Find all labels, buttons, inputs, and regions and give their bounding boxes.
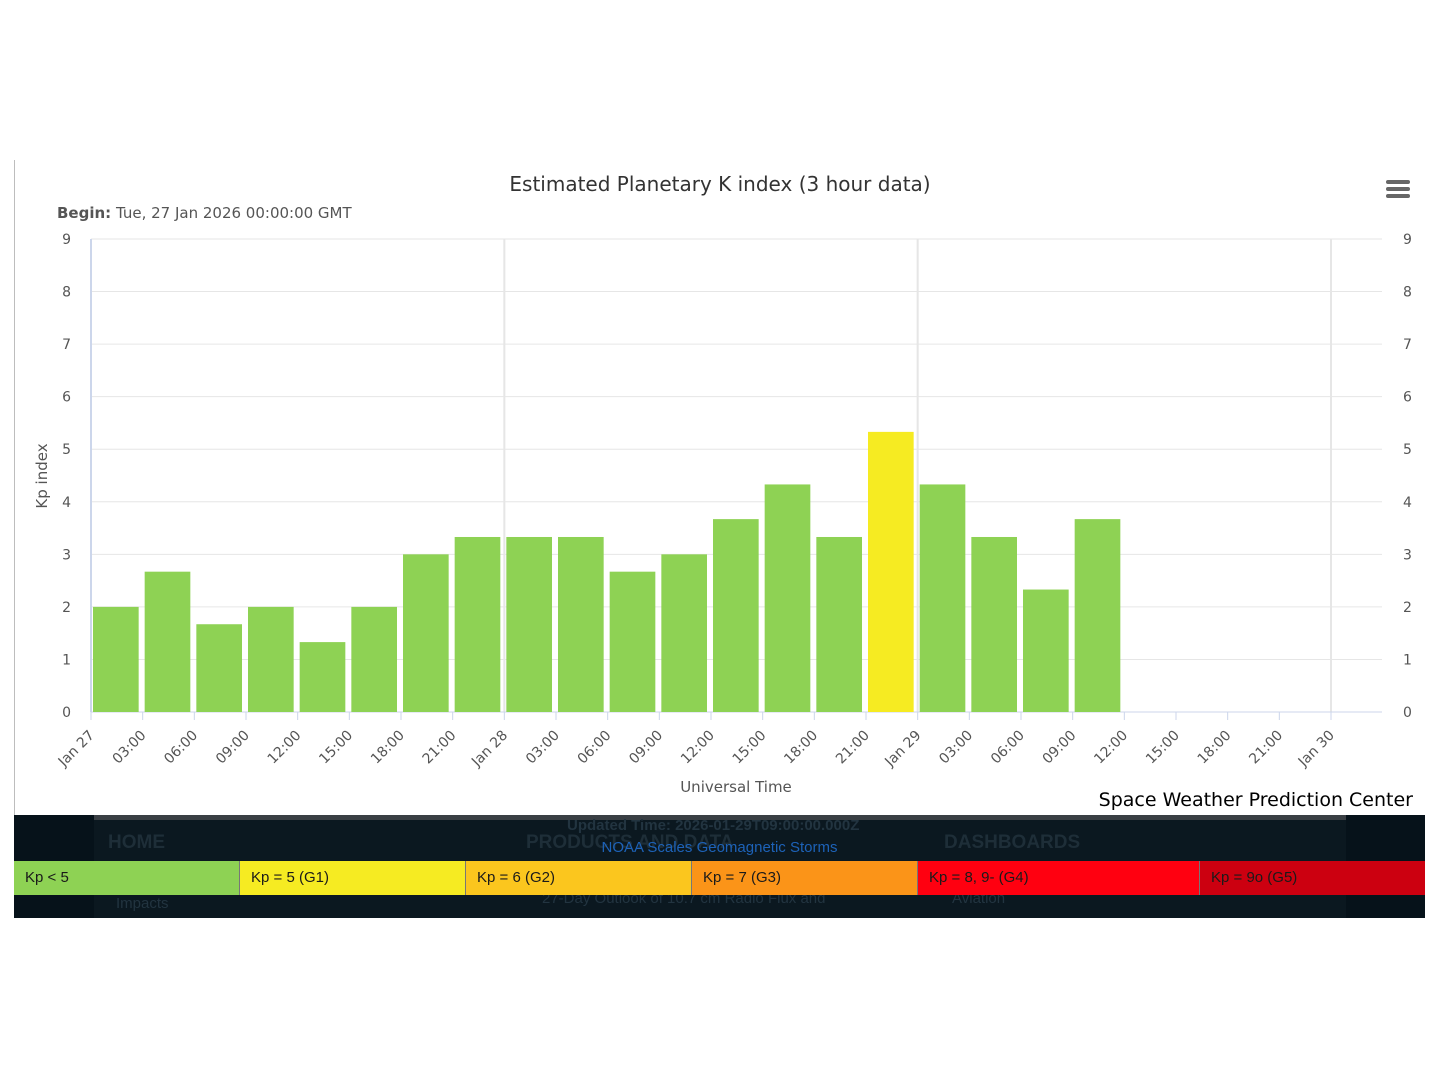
x-tick-label-15: 21:00 bbox=[833, 728, 873, 768]
x-tick-label-4: 12:00 bbox=[265, 728, 305, 768]
y-tick-right-7: 7 bbox=[1403, 337, 1412, 353]
y-tick-left-5: 5 bbox=[62, 442, 71, 458]
x-tick-label-14: 18:00 bbox=[781, 728, 821, 768]
kp-bar-9[interactable] bbox=[558, 536, 604, 712]
x-axis-ticks: Jan 27 03:00 06:00 09:00 12:00 15:00 18:00 21:0… bbox=[55, 712, 1338, 771]
chart-frame-edge bbox=[14, 160, 15, 815]
panel-top-border bbox=[94, 815, 1346, 820]
y-tick-left-2: 2 bbox=[62, 600, 71, 616]
kp-bar-13[interactable] bbox=[764, 484, 811, 712]
x-tick-label-6: 18:00 bbox=[368, 728, 408, 768]
y-tick-right-4: 4 bbox=[1403, 495, 1412, 511]
scale-item-0: Kp < 5 bbox=[14, 861, 240, 895]
kp-bar-15[interactable] bbox=[868, 431, 914, 712]
kp-bar-11[interactable] bbox=[661, 554, 707, 712]
y-tick-right-8: 8 bbox=[1403, 285, 1412, 301]
hamburger-menu-icon[interactable] bbox=[1386, 180, 1410, 200]
chart-title: Estimated Planetary K index (3 hour data… bbox=[509, 172, 930, 196]
kp-bar-17[interactable] bbox=[971, 536, 1017, 712]
kp-bar-0[interactable] bbox=[93, 606, 139, 712]
x-tick-label-19: 09:00 bbox=[1040, 728, 1080, 768]
nav-item-impacts[interactable]: Impacts bbox=[116, 895, 169, 912]
y-axis-label: Kp index bbox=[33, 443, 51, 508]
y-axis-right-ticks: 0 1 2 3 4 5 6 7 8 9 bbox=[1403, 232, 1412, 721]
y-tick-right-0: 0 bbox=[1403, 705, 1412, 721]
storm-scale-legend: Kp < 5 Kp = 5 (G1) Kp = 6 (G2) Kp = 7 (G3) K… bbox=[14, 861, 1425, 895]
x-tick-label-8: Jan 28 bbox=[468, 728, 511, 771]
x-tick-label-13: 15:00 bbox=[730, 728, 770, 768]
y-tick-right-1: 1 bbox=[1403, 652, 1412, 668]
scale-item-5: Kp = 9o (G5) bbox=[1200, 861, 1425, 895]
y-tick-left-8: 8 bbox=[62, 285, 71, 301]
y-tick-right-6: 6 bbox=[1403, 390, 1412, 406]
kp-bar-18[interactable] bbox=[1023, 589, 1069, 712]
y-axis-left-ticks: 0 1 2 3 4 5 6 7 8 9 bbox=[62, 232, 71, 721]
bar-series bbox=[93, 431, 1121, 712]
y-tick-left-7: 7 bbox=[62, 337, 71, 353]
subtitle-value: Tue, 27 Jan 2026 00:00:00 GMT bbox=[115, 204, 353, 222]
x-tick-label-12: 12:00 bbox=[678, 728, 718, 768]
x-tick-label-2: 06:00 bbox=[161, 728, 201, 768]
y-tick-left-4: 4 bbox=[62, 495, 71, 511]
y-tick-right-3: 3 bbox=[1403, 547, 1412, 563]
kp-bar-19[interactable] bbox=[1074, 519, 1121, 712]
nav-home[interactable]: HOME bbox=[108, 832, 165, 853]
kp-bar-10[interactable] bbox=[609, 571, 656, 712]
x-tick-label-16: Jan 29 bbox=[881, 728, 924, 771]
x-tick-label-9: 03:00 bbox=[523, 728, 563, 768]
x-tick-label-11: 09:00 bbox=[626, 728, 666, 768]
nav-products[interactable]: PRODUCTS AND DATA bbox=[526, 832, 734, 853]
x-tick-label-7: 21:00 bbox=[420, 728, 460, 768]
kp-bar-16[interactable] bbox=[919, 484, 966, 712]
scale-item-3: Kp = 7 (G3) bbox=[692, 861, 918, 895]
kp-bar-6[interactable] bbox=[403, 554, 449, 712]
x-tick-label-0: Jan 27 bbox=[55, 728, 98, 771]
x-tick-label-1: 03:00 bbox=[110, 728, 150, 768]
y-tick-right-9: 9 bbox=[1403, 232, 1412, 248]
kp-bar-4[interactable] bbox=[299, 642, 346, 712]
x-axis-label: Universal Time bbox=[680, 778, 792, 796]
y-tick-left-9: 9 bbox=[62, 232, 71, 248]
kp-bar-7[interactable] bbox=[454, 536, 501, 712]
grid-lines bbox=[90, 238, 1382, 713]
nav-dashboards[interactable]: DASHBOARDS bbox=[944, 832, 1081, 853]
x-tick-label-3: 09:00 bbox=[213, 728, 253, 768]
y-tick-left-6: 6 bbox=[62, 390, 71, 406]
y-tick-left-0: 0 bbox=[62, 705, 71, 721]
scale-item-1: Kp = 5 (G1) bbox=[240, 861, 466, 895]
scale-item-2: Kp = 6 (G2) bbox=[466, 861, 692, 895]
y-tick-left-1: 1 bbox=[62, 652, 71, 668]
kp-bar-1[interactable] bbox=[144, 571, 191, 712]
x-tick-label-21: 15:00 bbox=[1143, 728, 1183, 768]
x-tick-label-10: 06:00 bbox=[575, 728, 615, 768]
updated-time-text: Updated Time: 2026-01-29T09:00:00.000Z bbox=[567, 817, 860, 834]
kp-bar-8[interactable] bbox=[506, 536, 552, 712]
kp-bar-3[interactable] bbox=[248, 606, 294, 712]
y-tick-right-2: 2 bbox=[1403, 600, 1412, 616]
scale-item-4: Kp = 8, 9- (G4) bbox=[918, 861, 1200, 895]
kp-bar-12[interactable] bbox=[713, 519, 759, 712]
x-tick-label-17: 03:00 bbox=[936, 728, 976, 768]
kp-bar-14[interactable] bbox=[816, 536, 862, 712]
x-tick-label-24: Jan 30 bbox=[1295, 728, 1338, 771]
y-tick-right-5: 5 bbox=[1403, 442, 1412, 458]
x-tick-label-23: 21:00 bbox=[1246, 728, 1286, 768]
x-tick-label-5: 15:00 bbox=[316, 728, 356, 768]
subtitle-label: Begin: bbox=[57, 204, 111, 222]
kp-bar-5[interactable] bbox=[351, 606, 397, 712]
x-tick-label-18: 06:00 bbox=[988, 728, 1028, 768]
x-tick-label-20: 12:00 bbox=[1091, 728, 1131, 768]
kp-chart: 0 1 2 3 4 5 6 7 8 9 0 1 2 3 4 5 6 7 8 9 Jan 27 03:00 06:00 09… bbox=[33, 172, 1412, 796]
chart-subtitle: Begin: Tue, 27 Jan 2026 00:00:00 GMT bbox=[57, 204, 352, 222]
noaa-scales-link[interactable]: NOAA Scales Geomagnetic Storms bbox=[601, 839, 838, 856]
x-tick-label-22: 18:00 bbox=[1195, 728, 1235, 768]
credit-label: Space Weather Prediction Center bbox=[1098, 789, 1413, 811]
y-tick-left-3: 3 bbox=[62, 547, 71, 563]
kp-bar-2[interactable] bbox=[196, 624, 242, 712]
